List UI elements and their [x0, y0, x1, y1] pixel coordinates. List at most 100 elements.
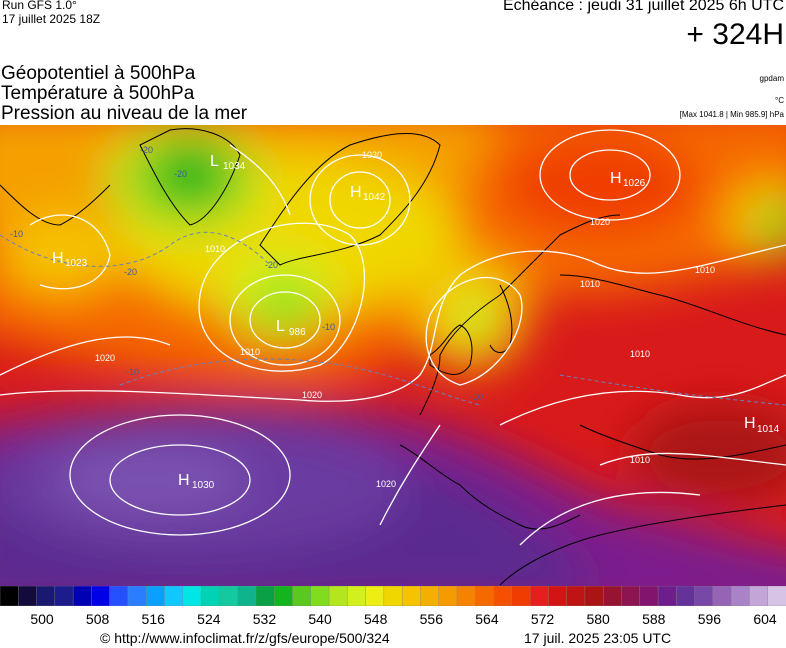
high-center: H 1014 [744, 415, 780, 435]
color-swatch [310, 586, 330, 606]
high-center: H 1030 [178, 472, 215, 491]
isotherm-label: -10 [10, 229, 23, 239]
color-swatch [347, 586, 367, 606]
color-swatch [383, 586, 403, 606]
color-swatch [438, 586, 458, 606]
color-swatch [328, 586, 348, 606]
color-swatch [91, 586, 111, 606]
svg-text:1042: 1042 [363, 192, 386, 203]
isotherm-label: -10 [322, 322, 335, 332]
coastlines [0, 128, 786, 586]
color-swatch [603, 586, 623, 606]
color-scale-labels: 500 508 516 524 532 540 548 556 564 572 580 588 596 6… [0, 611, 786, 627]
color-swatch [639, 586, 659, 606]
svg-text:H: H [52, 250, 64, 267]
run-date: 17 juillet 2025 18Z [2, 12, 101, 26]
svg-text:H: H [178, 472, 190, 489]
isobar-label: 1020 [302, 390, 322, 400]
title-geopotential: Géopotentiel à 500hPa [1, 63, 196, 84]
color-swatch [219, 586, 239, 606]
isotherm-label: -20 [140, 145, 153, 155]
weather-map: L 1034 H 1042 H 1026 H 1023 L 986 H 1030 H 1014… [0, 125, 786, 586]
unit-temperature: °C [775, 96, 784, 105]
isotherm-label: -20 [265, 260, 278, 270]
isotherm-label: -20 [174, 169, 187, 179]
color-swatch [127, 586, 147, 606]
scale-tick-label: 564 [475, 611, 499, 627]
color-swatch [548, 586, 568, 606]
svg-text:1026: 1026 [623, 178, 646, 189]
color-swatch [493, 586, 513, 606]
forecast-valid-time: Echéance : jeudi 31 juillet 2025 6h UTC [502, 0, 784, 14]
isobar-label: 1010 [630, 455, 650, 465]
scale-tick-label: 516 [141, 611, 165, 627]
color-swatch [749, 586, 769, 606]
high-center: H 1026 [610, 170, 646, 189]
color-swatch [529, 586, 550, 606]
color-swatch [54, 586, 74, 606]
isobar-label: 1010 [240, 347, 260, 357]
svg-text:H: H [350, 184, 362, 201]
svg-text:1030: 1030 [192, 480, 215, 491]
scale-tick-label: 524 [197, 611, 221, 627]
color-swatch [164, 586, 184, 606]
geopotential-field [0, 125, 786, 586]
color-swatch [730, 586, 751, 606]
scale-tick-label: 532 [252, 611, 277, 627]
color-swatch [420, 586, 440, 606]
title-temperature: Température à 500hPa [1, 83, 195, 104]
isobar-label: 1010 [580, 279, 600, 289]
isobar-label-group: 1030 1020 1010 1010 1020 1010 1010 1020 … [95, 150, 715, 489]
isotherm-label: -10 [126, 367, 139, 377]
low-center: L 986 [276, 318, 306, 338]
color-swatch [475, 586, 495, 606]
isobar-label: 1030 [362, 150, 382, 160]
color-scale-bar [0, 586, 786, 606]
scale-tick-label: 508 [85, 611, 110, 627]
color-swatch [237, 586, 257, 606]
svg-text:1014: 1014 [757, 424, 780, 435]
high-center: H 1023 [52, 250, 88, 269]
color-swatch [109, 586, 129, 606]
color-swatch [200, 586, 221, 606]
color-swatch [146, 586, 166, 606]
isobar-label: 1010 [630, 349, 650, 359]
scale-tick-label: 580 [586, 611, 610, 627]
generation-date: 17 juil. 2025 23:05 UTC [524, 630, 672, 646]
svg-text:986: 986 [289, 327, 306, 338]
isotherms [0, 231, 786, 406]
color-swatch [18, 586, 38, 606]
color-swatch [401, 586, 422, 606]
color-swatch [292, 586, 312, 606]
color-swatch [621, 586, 641, 606]
color-swatch [511, 586, 531, 606]
color-swatch [0, 586, 19, 606]
run-label: Run GFS 1.0° [2, 0, 77, 12]
scale-tick-label: 548 [364, 611, 388, 627]
color-swatch [566, 586, 586, 606]
isobar-label: 1020 [590, 217, 610, 227]
isobar-label: 1010 [205, 244, 225, 254]
color-swatch [255, 586, 275, 606]
isobar-label: 1010 [695, 265, 715, 275]
color-swatch [584, 586, 604, 606]
svg-text:1023: 1023 [65, 258, 88, 269]
isobar-label: 1020 [95, 353, 115, 363]
color-swatch [36, 586, 56, 606]
low-center: L 1034 [210, 153, 246, 172]
isobar-label: 1020 [376, 479, 396, 489]
scale-tick-label: 540 [308, 611, 332, 627]
svg-text:L: L [276, 318, 285, 335]
forecast-lead-time: + 324H [686, 18, 784, 51]
isobars [0, 129, 786, 546]
color-swatch [657, 586, 678, 606]
svg-text:1034: 1034 [223, 161, 246, 172]
scale-tick-label: 588 [642, 611, 666, 627]
svg-text:H: H [744, 415, 756, 432]
isotherm-label: -20 [124, 267, 137, 277]
color-swatch [767, 586, 786, 606]
title-pressure: Pression au niveau de la mer [1, 103, 248, 124]
high-center: H 1042 [350, 184, 386, 203]
source-url: © http://www.infoclimat.fr/z/gfs/europe/… [100, 630, 390, 646]
scale-tick-label: 604 [753, 611, 777, 627]
